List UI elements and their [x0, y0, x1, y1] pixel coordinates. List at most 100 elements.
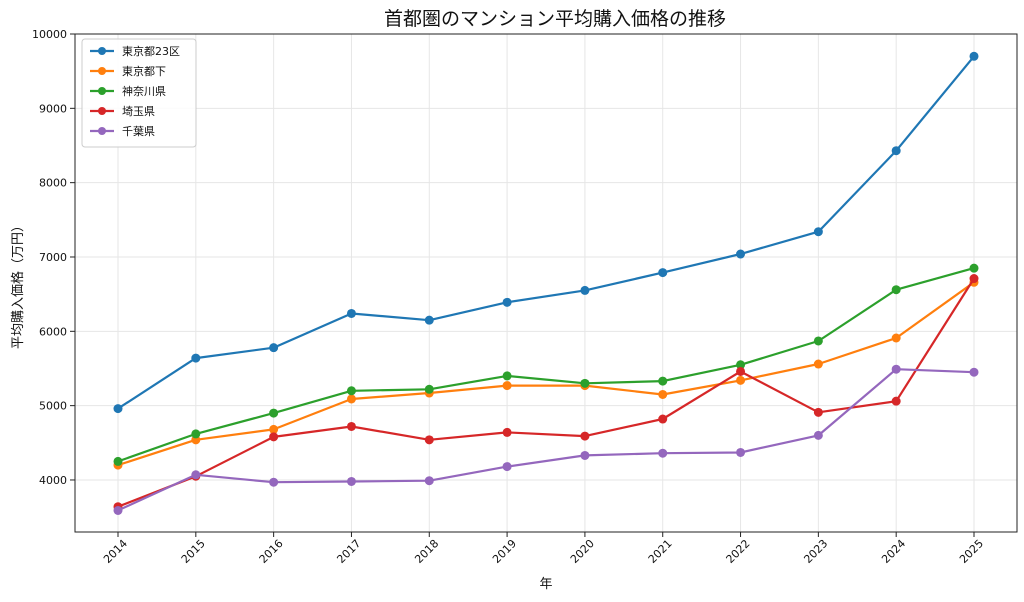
- data-point: [269, 408, 279, 418]
- x-axis-label: 年: [539, 577, 552, 592]
- plot-frame: [74, 33, 1018, 533]
- data-point: [736, 360, 746, 370]
- data-point: [269, 424, 279, 434]
- data-point: [969, 263, 979, 273]
- legend-swatch-marker: [98, 127, 106, 135]
- data-point: [424, 315, 434, 325]
- x-tick-label: 2020: [568, 537, 597, 566]
- data-point: [580, 378, 590, 388]
- data-point: [891, 285, 901, 295]
- x-tick-label: 2017: [334, 537, 363, 566]
- data-point: [891, 364, 901, 374]
- data-point: [502, 371, 512, 381]
- data-point: [658, 268, 668, 278]
- series-5: [113, 364, 979, 515]
- series-line: [117, 368, 975, 512]
- x-tick-label: 2023: [801, 537, 830, 566]
- y-axis-label: 平均購入価格（万円）: [10, 219, 26, 349]
- x-tick-label: 2014: [101, 537, 130, 566]
- series-2: [113, 277, 979, 470]
- data-point: [502, 427, 512, 437]
- series-4: [113, 274, 979, 512]
- data-point: [736, 447, 746, 457]
- y-tick-label: 8000: [39, 177, 67, 190]
- y-axis: 4000 5000 6000 7000 8000 9000 10000: [32, 28, 75, 487]
- legend-label: 千葉県: [122, 124, 155, 138]
- series-1: [113, 51, 979, 414]
- legend-label: 東京都下: [122, 64, 166, 78]
- legend-swatch-marker: [98, 47, 106, 55]
- data-point: [969, 51, 979, 61]
- x-tick-label: 2016: [257, 537, 286, 566]
- data-point: [969, 274, 979, 284]
- data-point: [813, 227, 823, 237]
- data-point: [813, 407, 823, 417]
- data-point: [580, 450, 590, 460]
- data-point: [580, 285, 590, 295]
- y-tick-label: 9000: [39, 102, 67, 115]
- data-point: [191, 429, 201, 439]
- legend-item: 神奈川県: [90, 84, 166, 98]
- data-point: [580, 431, 590, 441]
- legend-swatch-marker: [98, 107, 106, 115]
- data-point: [813, 430, 823, 440]
- data-point: [658, 448, 668, 458]
- legend-box: [81, 38, 197, 148]
- series-line: [117, 267, 975, 463]
- data-point: [346, 394, 356, 404]
- data-point: [424, 435, 434, 445]
- data-point: [502, 381, 512, 391]
- legend-item: 東京都23区: [90, 44, 180, 58]
- x-tick-label: 2015: [179, 537, 208, 566]
- data-point: [969, 367, 979, 377]
- data-point: [502, 297, 512, 307]
- data-point: [736, 375, 746, 385]
- series-line: [117, 281, 975, 467]
- x-tick-label: 2024: [879, 537, 908, 566]
- legend-item: 東京都下: [90, 64, 166, 78]
- data-point: [813, 336, 823, 346]
- y-tick-label: 4000: [39, 474, 67, 487]
- x-tick-label: 2022: [724, 537, 753, 566]
- x-axis: 2014 2015 2016 2017 2018 2019 2020 2021 2022 2023…: [101, 532, 986, 566]
- chart-title: 首都圏のマンション平均購入価格の推移: [384, 8, 726, 30]
- data-point: [891, 396, 901, 406]
- series-line: [117, 277, 975, 508]
- data-point: [658, 389, 668, 399]
- legend-label: 神奈川県: [122, 84, 166, 98]
- legend-label: 埼玉県: [122, 104, 155, 118]
- data-point: [346, 476, 356, 486]
- data-point: [891, 333, 901, 343]
- x-tick-label: 2019: [490, 537, 519, 566]
- data-point: [191, 353, 201, 363]
- legend-item: 千葉県: [90, 124, 155, 138]
- data-point: [424, 384, 434, 394]
- x-tick-label: 2018: [412, 537, 441, 566]
- legend-label: 東京都23区: [122, 44, 180, 58]
- legend-swatch-marker: [98, 87, 106, 95]
- series-3: [113, 263, 979, 466]
- series-layer: [113, 51, 979, 515]
- data-point: [424, 476, 434, 486]
- y-tick-label: 6000: [39, 325, 67, 338]
- y-tick-label: 10000: [32, 28, 67, 41]
- legend-swatch-marker: [98, 67, 106, 75]
- data-point: [346, 308, 356, 318]
- data-point: [113, 404, 123, 414]
- series-line: [117, 55, 975, 410]
- x-tick-label: 2025: [957, 537, 986, 566]
- data-point: [813, 359, 823, 369]
- data-point: [113, 456, 123, 466]
- data-point: [191, 470, 201, 480]
- data-point: [891, 146, 901, 156]
- data-point: [113, 505, 123, 515]
- data-point: [502, 462, 512, 472]
- data-point: [736, 366, 746, 376]
- data-point: [346, 386, 356, 396]
- data-point: [658, 414, 668, 424]
- data-point: [658, 376, 668, 386]
- legend-item: 埼玉県: [90, 104, 155, 118]
- y-tick-label: 7000: [39, 251, 67, 264]
